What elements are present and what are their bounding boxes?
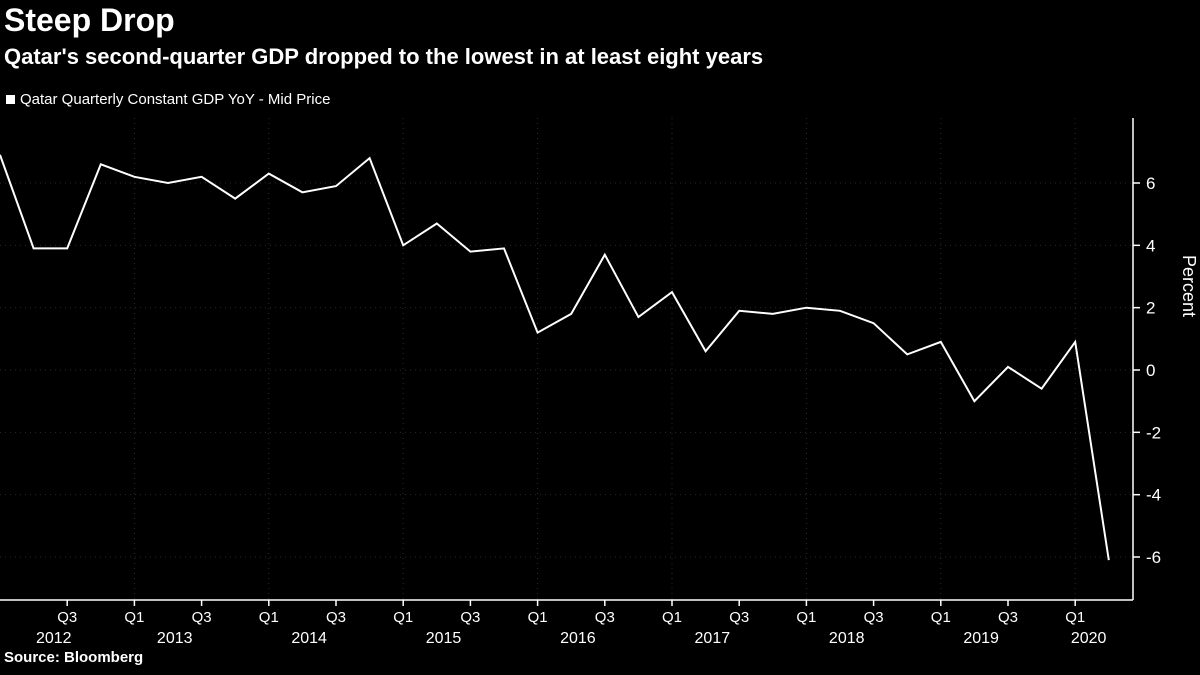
year-label: 2016 — [560, 630, 596, 647]
year-label: 2020 — [1071, 630, 1107, 647]
x-tick-label: Q3 — [729, 609, 749, 626]
x-tick-label: Q3 — [326, 609, 346, 626]
x-tick-label: Q3 — [192, 609, 212, 626]
x-tick-label: Q3 — [998, 609, 1018, 626]
year-label: 2012 — [36, 630, 72, 647]
x-tick-label: Q3 — [57, 609, 77, 626]
x-tick-label: Q1 — [1065, 609, 1085, 626]
x-tick-label: Q3 — [864, 609, 884, 626]
year-label: 2017 — [695, 630, 731, 647]
legend: Qatar Quarterly Constant GDP YoY - Mid P… — [6, 91, 330, 108]
x-tick-label: Q3 — [460, 609, 480, 626]
y-tick-label: -4 — [1146, 486, 1161, 505]
x-tick-label: Q1 — [259, 609, 279, 626]
x-tick-label: Q1 — [124, 609, 144, 626]
legend-label: Qatar Quarterly Constant GDP YoY - Mid P… — [20, 91, 331, 108]
legend-swatch-icon — [6, 95, 15, 104]
chart-title: Steep Drop — [4, 2, 175, 38]
y-axis-title: Percent — [1179, 255, 1199, 318]
y-tick-label: -2 — [1146, 423, 1161, 442]
x-tick-label: Q1 — [796, 609, 816, 626]
y-tick-label: 2 — [1146, 299, 1155, 318]
year-label: 2015 — [426, 630, 462, 647]
gdp-line — [0, 154, 1110, 561]
x-tick-label: Q1 — [931, 609, 951, 626]
x-tick-label: Q1 — [528, 609, 548, 626]
year-label: 2013 — [157, 630, 193, 647]
year-label: 2014 — [291, 630, 327, 647]
chart-subtitle: Qatar's second-quarter GDP dropped to th… — [4, 44, 764, 69]
y-tick-label: 6 — [1146, 174, 1155, 193]
source-attribution: Source: Bloomberg — [4, 649, 144, 666]
year-label: 2018 — [829, 630, 865, 647]
x-tick-label: Q1 — [662, 609, 682, 626]
y-tick-label: -6 — [1146, 548, 1161, 567]
x-tick-label: Q1 — [393, 609, 413, 626]
y-tick-label: 4 — [1146, 236, 1155, 255]
year-label: 2019 — [963, 630, 999, 647]
y-tick-label: 0 — [1146, 361, 1155, 380]
x-tick-label: Q3 — [595, 609, 615, 626]
